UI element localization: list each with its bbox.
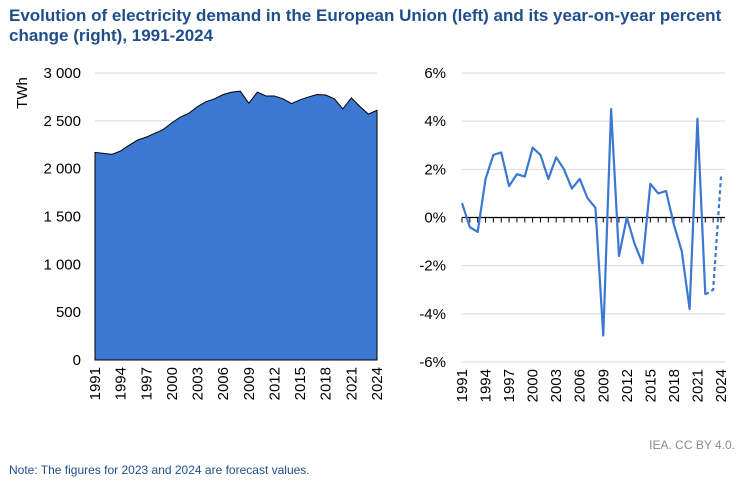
right-chart-change: -6% -4% -2% 0% 2% 4% 6% 1991 1994 1997 2000 2003 200… (419, 65, 730, 402)
left-y-tick-label: 2 000 (43, 161, 81, 178)
right-x-tick-label: 2006 (572, 369, 589, 402)
right-x-tick-label: 2015 (642, 369, 659, 402)
right-x-tick-label: 1994 (478, 369, 495, 402)
demand-area (94, 90, 378, 361)
credit-text: IEA. CC BY 4.0. (649, 438, 735, 452)
right-x-tick-label: 1991 (454, 369, 471, 402)
left-x-tick-label: 2012 (266, 367, 283, 400)
right-x-tick-label: 2018 (666, 369, 683, 402)
right-x-tick-label: 2021 (689, 369, 706, 402)
right-y-tick-label: 0% (424, 210, 446, 227)
right-x-tick-label: 2012 (619, 369, 636, 402)
left-x-tick-label: 2006 (215, 367, 232, 400)
left-y-tick-label: 0 (73, 352, 81, 369)
left-y-tick-label: 1 000 (43, 256, 81, 273)
left-x-tick-label: 1997 (138, 367, 155, 400)
right-x-tick-label: 2000 (525, 369, 542, 402)
left-x-tick-label: 2000 (164, 367, 181, 400)
left-chart-demand: 0 500 1 000 1 500 2 000 2 500 3 000 1991 1994 199… (14, 65, 386, 400)
left-x-tick-label: 1991 (87, 367, 104, 400)
left-y-tick-label: 2 500 (43, 113, 81, 130)
right-x-tick-label: 2009 (595, 369, 612, 402)
left-x-tick-label: 2018 (318, 367, 335, 400)
right-y-tick-label: 4% (424, 113, 446, 130)
left-x-tick-label: 2024 (369, 367, 386, 400)
left-y-tick-label: 500 (56, 304, 81, 321)
right-y-tick-label: 2% (424, 161, 446, 178)
left-x-tick-label: 2015 (292, 367, 309, 400)
left-y-tick-label: 1 500 (43, 209, 81, 226)
right-y-tick-label: -6% (419, 354, 446, 371)
left-x-tick-label: 1994 (113, 367, 130, 400)
footnote: Note: The figures for 2023 and 2024 are … (9, 463, 310, 477)
right-x-tick-label: 2024 (713, 369, 730, 402)
right-x-tick-label: 1997 (501, 369, 518, 402)
left-x-tick-label: 2003 (190, 367, 207, 400)
right-y-tick-label: -4% (419, 306, 446, 323)
left-y-axis-label: TWh (14, 77, 31, 109)
change-line-forecast (704, 176, 723, 296)
left-y-tick-label: 3 000 (43, 65, 81, 82)
left-x-tick-label: 2009 (241, 367, 258, 400)
right-x-tick-label: 2003 (548, 369, 565, 402)
right-y-tick-label: -2% (419, 258, 446, 275)
chart-title: Evolution of electricity demand in the E… (9, 6, 722, 45)
right-y-tick-label: 6% (424, 65, 446, 82)
change-line (460, 108, 707, 337)
left-x-tick-label: 2021 (343, 367, 360, 400)
